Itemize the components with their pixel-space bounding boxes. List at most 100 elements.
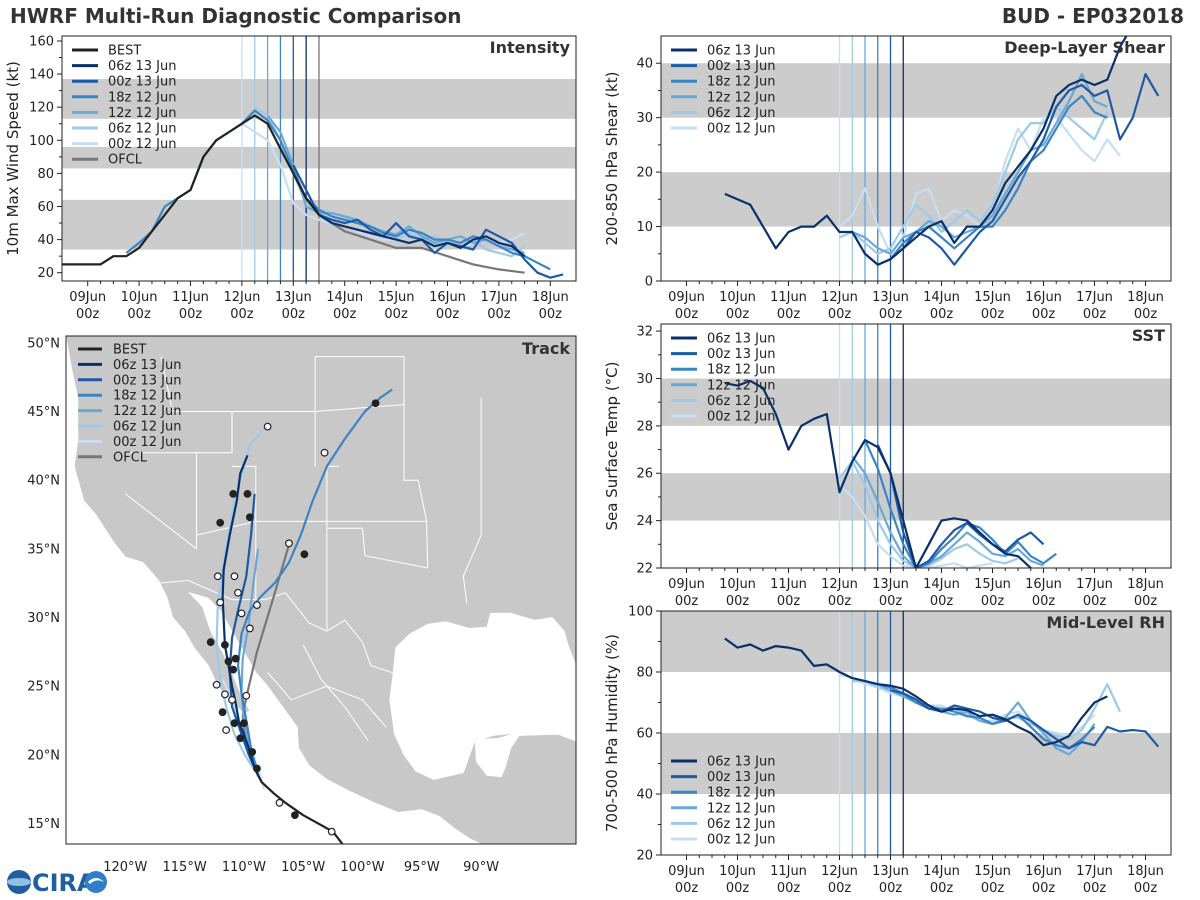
sst-ylabel: Sea Surface Temp (°C) [603, 361, 621, 530]
track-marker [222, 726, 231, 734]
intensity-xtick-date: 12Jun [223, 290, 260, 305]
rh-xtick-hour: 00z [930, 881, 954, 896]
rh-xtick-date: 16Jun [1025, 864, 1062, 879]
shear-series-group [724, 36, 1160, 266]
shear-series-00z-13-jun [889, 72, 1160, 266]
track-lat-label: 45°N [27, 405, 60, 420]
rh-xtick-date: 14Jun [923, 864, 960, 879]
track-marker [231, 654, 240, 663]
rh-series-group [724, 637, 1160, 756]
shear-xtick-hour: 00z [777, 307, 801, 322]
shear-xtick-date: 12Jun [821, 290, 858, 305]
shear-ytick-label: 0 [645, 275, 653, 290]
intensity-legend-label-18z-12-jun: 18z 12 Jun [108, 90, 177, 105]
rh-xtick-date: 18Jun [1127, 864, 1164, 879]
intensity-legend-label-06z-12-jun: 06z 12 Jun [108, 122, 177, 137]
track-lat-label: 35°N [27, 542, 60, 557]
rh-ytick-label: 20 [636, 849, 653, 864]
sst-xtick-date: 09Jun [668, 577, 705, 592]
intensity-ytick-label: 160 [29, 34, 54, 49]
track-marker [218, 708, 227, 717]
shear-xtick-date: 11Jun [770, 290, 807, 305]
track-marker [221, 690, 229, 699]
intensity-xtick-hour: 00z [230, 307, 254, 322]
shear-ylabel: 200-850 hPa Shear (kt) [603, 72, 621, 246]
sst-series-18z-12-jun [863, 439, 1057, 568]
shear-legend-label-00z-12-jun: 00z 12 Jun [707, 122, 776, 137]
rh-xtick-hour: 00z [879, 881, 903, 896]
track-legend-label-18z-12-jun: 18z 12 Jun [113, 389, 182, 404]
shear-legend-label-06z-12-jun: 06z 12 Jun [707, 106, 776, 121]
track-marker [291, 811, 299, 820]
track-marker [230, 572, 239, 581]
intensity-xtick-date: 16Jun [429, 290, 466, 305]
shear-xtick-date: 15Jun [974, 290, 1011, 305]
track-marker [242, 691, 251, 700]
track-series-12z-12-jun [240, 548, 260, 776]
track-border-2 [196, 520, 427, 536]
intensity-xtick-hour: 00z [384, 307, 408, 322]
intensity-legend-label-06z-13-jun: 06z 13 Jun [108, 59, 177, 74]
sst-band-0 [661, 473, 1171, 521]
track-legend-label-06z-12-jun: 06z 12 Jun [113, 420, 182, 435]
track-frame [65, 335, 577, 845]
intensity-xtick-date: 11Jun [172, 290, 209, 305]
shear-ytick-label: 40 [636, 57, 653, 72]
track-legend-label-ofcl: OFCL [113, 450, 148, 465]
shear-xtick-date: 13Jun [872, 290, 909, 305]
intensity-ytick-label: 40 [37, 233, 54, 248]
intensity-ylabel: 10m Max Wind Speed (kt) [4, 61, 22, 256]
shear-xtick-date: 09Jun [668, 290, 705, 305]
track-marker [327, 827, 336, 836]
intensity-xtick-date: 15Jun [378, 290, 415, 305]
intensity-xtick-hour: 00z [76, 307, 100, 322]
sst-series-06z-12-jun [838, 460, 1019, 568]
intensity-xtick-date: 18Jun [532, 290, 569, 305]
rh-xtick-hour: 00z [675, 881, 699, 896]
rh-band-1 [661, 611, 1171, 672]
shear-xtick-hour: 00z [1134, 307, 1158, 322]
shear-xtick-date: 16Jun [1025, 290, 1062, 305]
rh-legend-label-00z-13-jun: 00z 13 Jun [707, 770, 776, 785]
rh-series-06z-13-jun [724, 637, 1108, 747]
rh-legend-label-06z-12-jun: 06z 12 Jun [707, 817, 776, 832]
track-marker [221, 641, 229, 649]
track-lon-label: 120°W [103, 860, 147, 875]
sst-xtick-date: 12Jun [821, 577, 858, 592]
sst-ytick-label: 24 [636, 514, 653, 529]
intensity-series-best [62, 114, 320, 266]
track-marker [253, 601, 261, 610]
rh-legend-label-18z-12-jun: 18z 12 Jun [707, 786, 776, 801]
track-marker [320, 448, 329, 457]
rh-ytick-label: 40 [636, 788, 653, 803]
track-marker [237, 609, 246, 618]
panel-sst: 22 24 26 28 30 32 09Jun 00z 10Jun 00z 11Jun 00z 12Ju… [603, 323, 1172, 609]
track-border-11 [302, 644, 369, 742]
panel-intensity: 20 40 60 80 100 120 140 160 09Jun 00z 10Jun 00z 11Ju… [4, 34, 577, 322]
track-lat-label: 50°N [27, 336, 60, 351]
sst-legend-label-06z-12-jun: 06z 12 Jun [707, 394, 776, 409]
sst-xtick-hour: 00z [981, 594, 1005, 609]
track-legend-label-00z-13-jun: 00z 13 Jun [113, 373, 182, 388]
track-map-area [66, 336, 576, 844]
track-marker [243, 489, 252, 498]
track-marker [228, 695, 236, 704]
rh-xtick-date: 15Jun [974, 864, 1011, 879]
sst-legend-label-18z-12-jun: 18z 12 Jun [707, 363, 776, 378]
sst-xtick-date: 14Jun [923, 577, 960, 592]
panel-shear: 0 10 20 30 40 09Jun 00z 10Jun 00z 11Jun 00z 12Jun 00… [603, 35, 1172, 322]
cira-logo: CIRA [7, 869, 107, 897]
intensity-series-ofcl [318, 213, 525, 274]
track-marker [229, 489, 238, 498]
track-marker [229, 665, 238, 674]
sst-xtick-hour: 00z [1134, 594, 1158, 609]
track-marker [216, 518, 225, 527]
shear-xtick-hour: 00z [828, 307, 852, 322]
rh-xtick-hour: 00z [726, 881, 750, 896]
track-marker [212, 680, 221, 689]
track-series-06z-13-jun [221, 454, 260, 776]
intensity-ytick-label: 140 [29, 68, 54, 83]
sst-xtick-hour: 00z [1032, 594, 1056, 609]
track-lon-label: 115°W [163, 860, 207, 875]
